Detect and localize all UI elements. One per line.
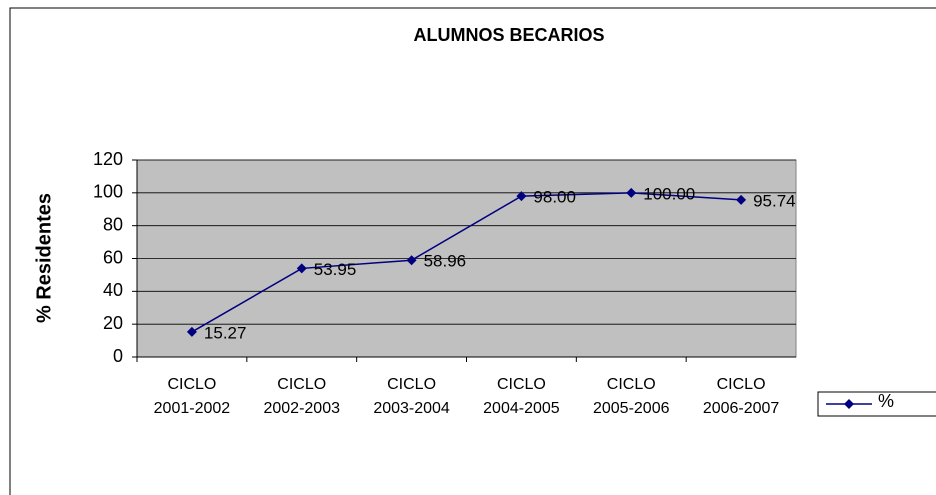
series-line <box>191 192 742 333</box>
data-label: 53.95 <box>314 260 357 279</box>
legend-marker <box>844 399 854 409</box>
x-tick-label: CICLO 2001-2002 <box>153 376 231 417</box>
data-point <box>296 263 307 274</box>
chart-title: ALUMNOS BECARIOS <box>413 25 604 45</box>
chart-border <box>9 7 936 495</box>
y-axis-label: % Residentes <box>33 193 55 323</box>
y-tick-label: 40 <box>103 280 123 300</box>
y-tick-label: 80 <box>103 214 123 234</box>
y-tick-label: 0 <box>113 346 123 366</box>
data-point <box>186 326 197 337</box>
x-tick-label: CICLO 2003-2004 <box>373 376 450 417</box>
data-label: 100.00 <box>643 184 695 203</box>
legend-label: % <box>878 391 894 411</box>
x-tick-label: CICLO 2006-2007 <box>702 376 780 417</box>
data-point <box>406 255 417 266</box>
data-label: 58.96 <box>424 252 467 271</box>
y-tick-label: 20 <box>103 313 123 333</box>
y-tick-label: 100 <box>93 182 123 202</box>
data-label: 15.27 <box>204 323 247 342</box>
data-label: 95.74 <box>753 191 796 210</box>
data-point <box>736 194 747 205</box>
y-tick-label: 60 <box>103 247 123 267</box>
y-tick-label: 120 <box>93 149 123 169</box>
data-point <box>626 187 637 198</box>
x-tick-label: CICLO 2005-2006 <box>592 376 670 417</box>
data-label: 98.00 <box>533 188 576 207</box>
x-tick-label: CICLO 2002-2003 <box>263 376 340 417</box>
x-tick-label: CICLO 2004-2005 <box>483 376 560 417</box>
data-point <box>516 191 527 202</box>
